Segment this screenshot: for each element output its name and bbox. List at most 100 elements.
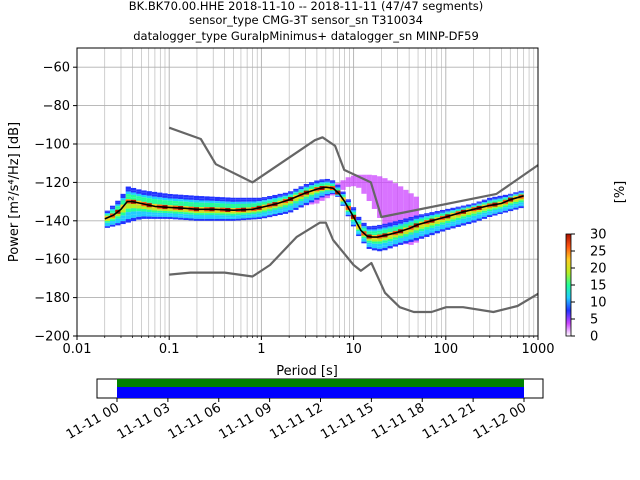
density-cell	[434, 213, 440, 216]
density-cell	[146, 195, 152, 199]
density-cell	[298, 189, 304, 191]
density-cell	[277, 193, 283, 196]
density-cell	[136, 208, 142, 212]
density-cell	[141, 190, 147, 193]
density-cell	[125, 189, 131, 192]
density-cell	[256, 197, 262, 200]
colorbar-tick-label: 15	[590, 279, 607, 294]
density-cell	[445, 210, 451, 212]
density-cell	[272, 212, 278, 215]
density-cell	[408, 224, 414, 226]
density-cell	[267, 200, 273, 203]
density-cell	[502, 205, 509, 208]
density-cell	[398, 219, 404, 222]
density-cell	[455, 224, 461, 227]
density-cell	[183, 203, 189, 207]
density-cell	[403, 241, 409, 244]
density-cell	[141, 199, 147, 202]
density-cell	[267, 197, 273, 200]
density-cell	[466, 221, 472, 225]
density-cell	[403, 231, 409, 235]
density-cell	[329, 182, 336, 185]
density-cell	[214, 217, 220, 219]
density-cell	[356, 232, 362, 235]
density-cell	[277, 206, 283, 209]
density-cell	[167, 213, 173, 216]
density-cell	[424, 213, 430, 215]
density-cell	[476, 202, 482, 204]
density-cell	[115, 218, 121, 221]
density-cell	[382, 245, 388, 248]
density-cell	[439, 213, 446, 216]
density-cell	[387, 228, 393, 231]
density-cell	[157, 208, 163, 211]
density-cell	[230, 199, 236, 202]
density-cell	[371, 243, 378, 246]
density-cell	[455, 222, 461, 225]
density-cell	[157, 212, 163, 215]
timeline-tick-label: 11-11 03	[115, 400, 173, 442]
density-cell	[104, 214, 110, 216]
density-cell	[481, 210, 488, 213]
density-cell	[439, 211, 446, 213]
density-cell	[335, 195, 341, 197]
density-cell	[115, 204, 121, 207]
density-cell	[340, 204, 346, 206]
density-cell	[387, 226, 393, 229]
density-cell	[193, 216, 200, 219]
density-cell	[382, 225, 388, 228]
density-cell	[209, 200, 215, 203]
density-cell	[403, 236, 409, 239]
density-cell	[403, 220, 409, 223]
outlier-cell	[366, 174, 372, 202]
density-cell	[115, 202, 121, 205]
density-cell	[487, 213, 493, 216]
density-cell	[460, 220, 467, 224]
density-cell	[345, 214, 351, 217]
density-cell	[162, 212, 168, 215]
density-cell	[183, 197, 189, 200]
density-cell	[445, 218, 451, 221]
density-cell	[104, 210, 110, 212]
density-cell	[429, 213, 435, 215]
density-cell	[209, 211, 215, 214]
density-cell	[272, 194, 278, 197]
density-cell	[293, 201, 299, 204]
density-cell	[387, 241, 393, 244]
density-cell	[193, 202, 200, 205]
density-cell	[183, 195, 189, 198]
density-cell	[204, 218, 210, 221]
density-cell	[403, 234, 409, 237]
density-cell	[240, 211, 247, 214]
density-cell	[350, 212, 357, 214]
density-cell	[219, 217, 226, 219]
timeline-tick-label: 11-11 21	[420, 400, 478, 442]
outlier-cell	[356, 174, 362, 188]
density-cell	[146, 212, 152, 215]
density-cell	[408, 222, 414, 225]
density-cell	[361, 239, 367, 242]
density-cell	[214, 199, 220, 202]
density-cell	[508, 194, 514, 196]
density-cell	[492, 206, 498, 209]
density-cell	[225, 218, 231, 221]
colorbar: 0 5 10 15 20 25 30 [%]	[565, 181, 628, 345]
density-cell	[146, 216, 152, 219]
density-cell	[115, 214, 121, 217]
density-cell	[115, 200, 121, 203]
x-axis-label: Period [s]	[276, 364, 338, 379]
density-cell	[209, 215, 215, 217]
density-cell	[502, 197, 509, 199]
density-cell	[282, 198, 289, 200]
density-cell	[471, 218, 477, 221]
density-cell	[366, 244, 372, 247]
density-cell	[403, 238, 409, 242]
density-cell	[392, 239, 399, 242]
density-cell	[314, 180, 320, 182]
density-cell	[240, 199, 247, 202]
density-cell	[246, 201, 252, 204]
density-cell	[288, 203, 294, 206]
density-cell	[214, 201, 220, 204]
density-cell	[366, 231, 372, 234]
